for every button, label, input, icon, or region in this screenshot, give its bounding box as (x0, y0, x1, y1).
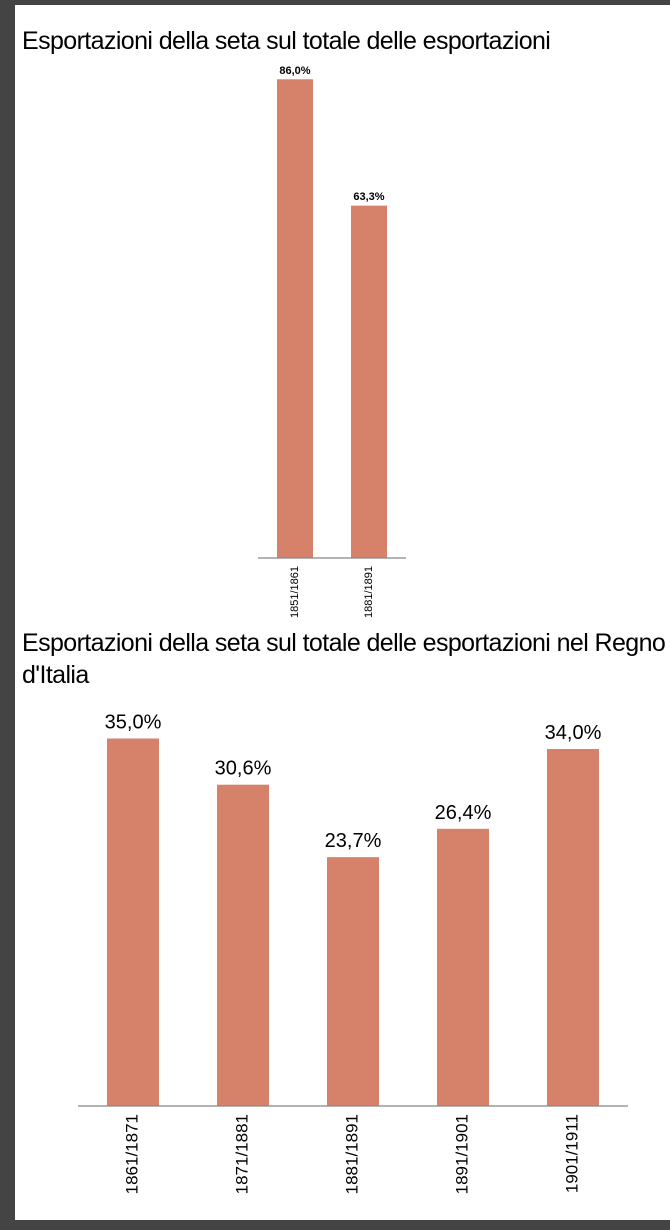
value-label: 26,4% (435, 802, 492, 824)
value-label: 23,7% (325, 830, 382, 852)
value-label: 35,0% (105, 712, 162, 734)
bar (547, 749, 599, 1106)
chart-title: Esportazioni della seta sul totale delle… (22, 27, 551, 55)
bar (107, 738, 159, 1106)
content: Esportazioni della seta sul totale delle… (15, 5, 670, 1220)
bar (327, 857, 379, 1106)
value-label: 34,0% (545, 722, 602, 744)
value-label: 63,3% (353, 191, 384, 203)
x-tick-label: 1901/1911 (562, 1114, 581, 1193)
bar (277, 79, 313, 559)
x-tick-label: 1851/1861 (289, 566, 301, 618)
chart-title: Esportazioni della seta sul totale delle… (22, 629, 666, 689)
value-label: 30,6% (215, 758, 272, 780)
bar (351, 205, 387, 558)
bar (217, 784, 269, 1106)
bar (437, 828, 489, 1106)
x-tick-label: 1891/1901 (452, 1114, 471, 1194)
x-tick-label: 1881/1891 (363, 566, 375, 618)
value-label: 86,0% (279, 65, 310, 77)
x-tick-label: 1871/1881 (232, 1114, 251, 1194)
charts: 86,0% 1851/1861 63,3% 1881/1891 35,0% 1861/18… (78, 65, 628, 1194)
x-tick-label: 1861/1871 (122, 1114, 141, 1194)
x-tick-label: 1881/1891 (342, 1114, 361, 1194)
